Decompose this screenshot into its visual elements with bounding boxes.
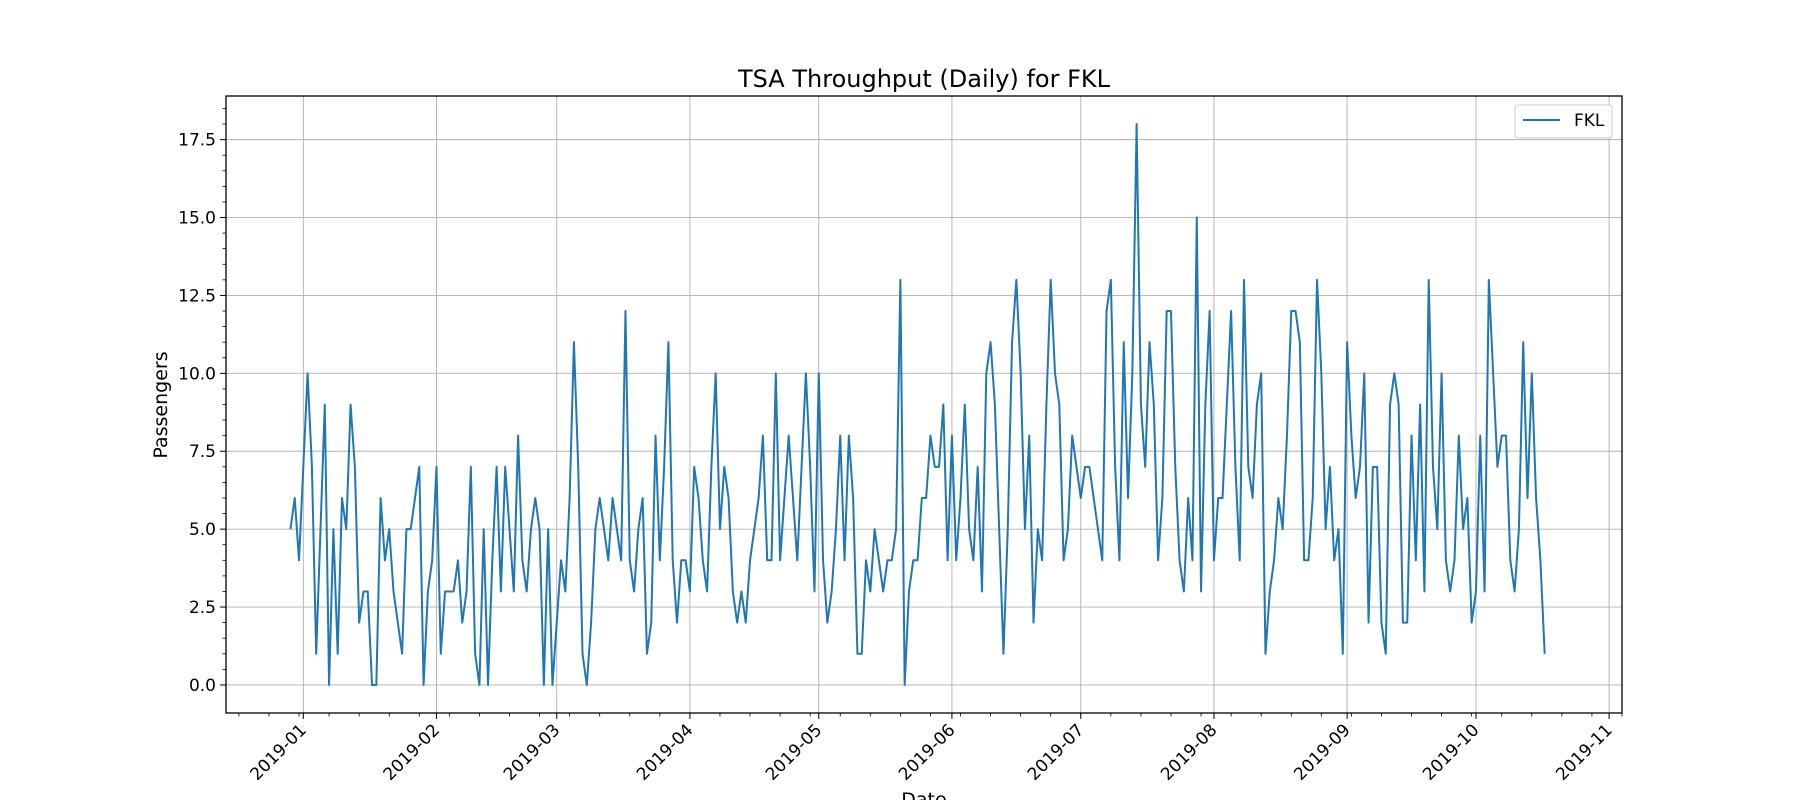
y-tick-label: 2.5	[189, 598, 216, 618]
y-tick-label: 5.0	[189, 520, 216, 540]
y-tick-label: 10.0	[178, 364, 216, 384]
chart-title: TSA Throughput (Daily) for FKL	[737, 65, 1111, 93]
y-tick-label: 7.5	[189, 442, 216, 462]
legend-box	[1514, 104, 1613, 139]
series-group	[289, 123, 1546, 686]
y-tick-label: 17.5	[178, 131, 216, 151]
x-axis-label: Date	[901, 789, 946, 800]
legend-label: FKL	[1574, 111, 1605, 131]
series-line-fkl	[289, 123, 1546, 686]
grid	[226, 96, 1622, 713]
y-tick-label: 15.0	[178, 209, 216, 229]
y-tick-label: 12.5	[178, 286, 216, 306]
legend: FKL	[1514, 104, 1613, 139]
y-tick-label: 0.0	[189, 676, 216, 696]
y-axis-label: Passengers	[150, 351, 172, 458]
y-axis: 0.0 2.5 5.0 7.5 10.0 12.5 15.0 17.5	[178, 108, 226, 696]
